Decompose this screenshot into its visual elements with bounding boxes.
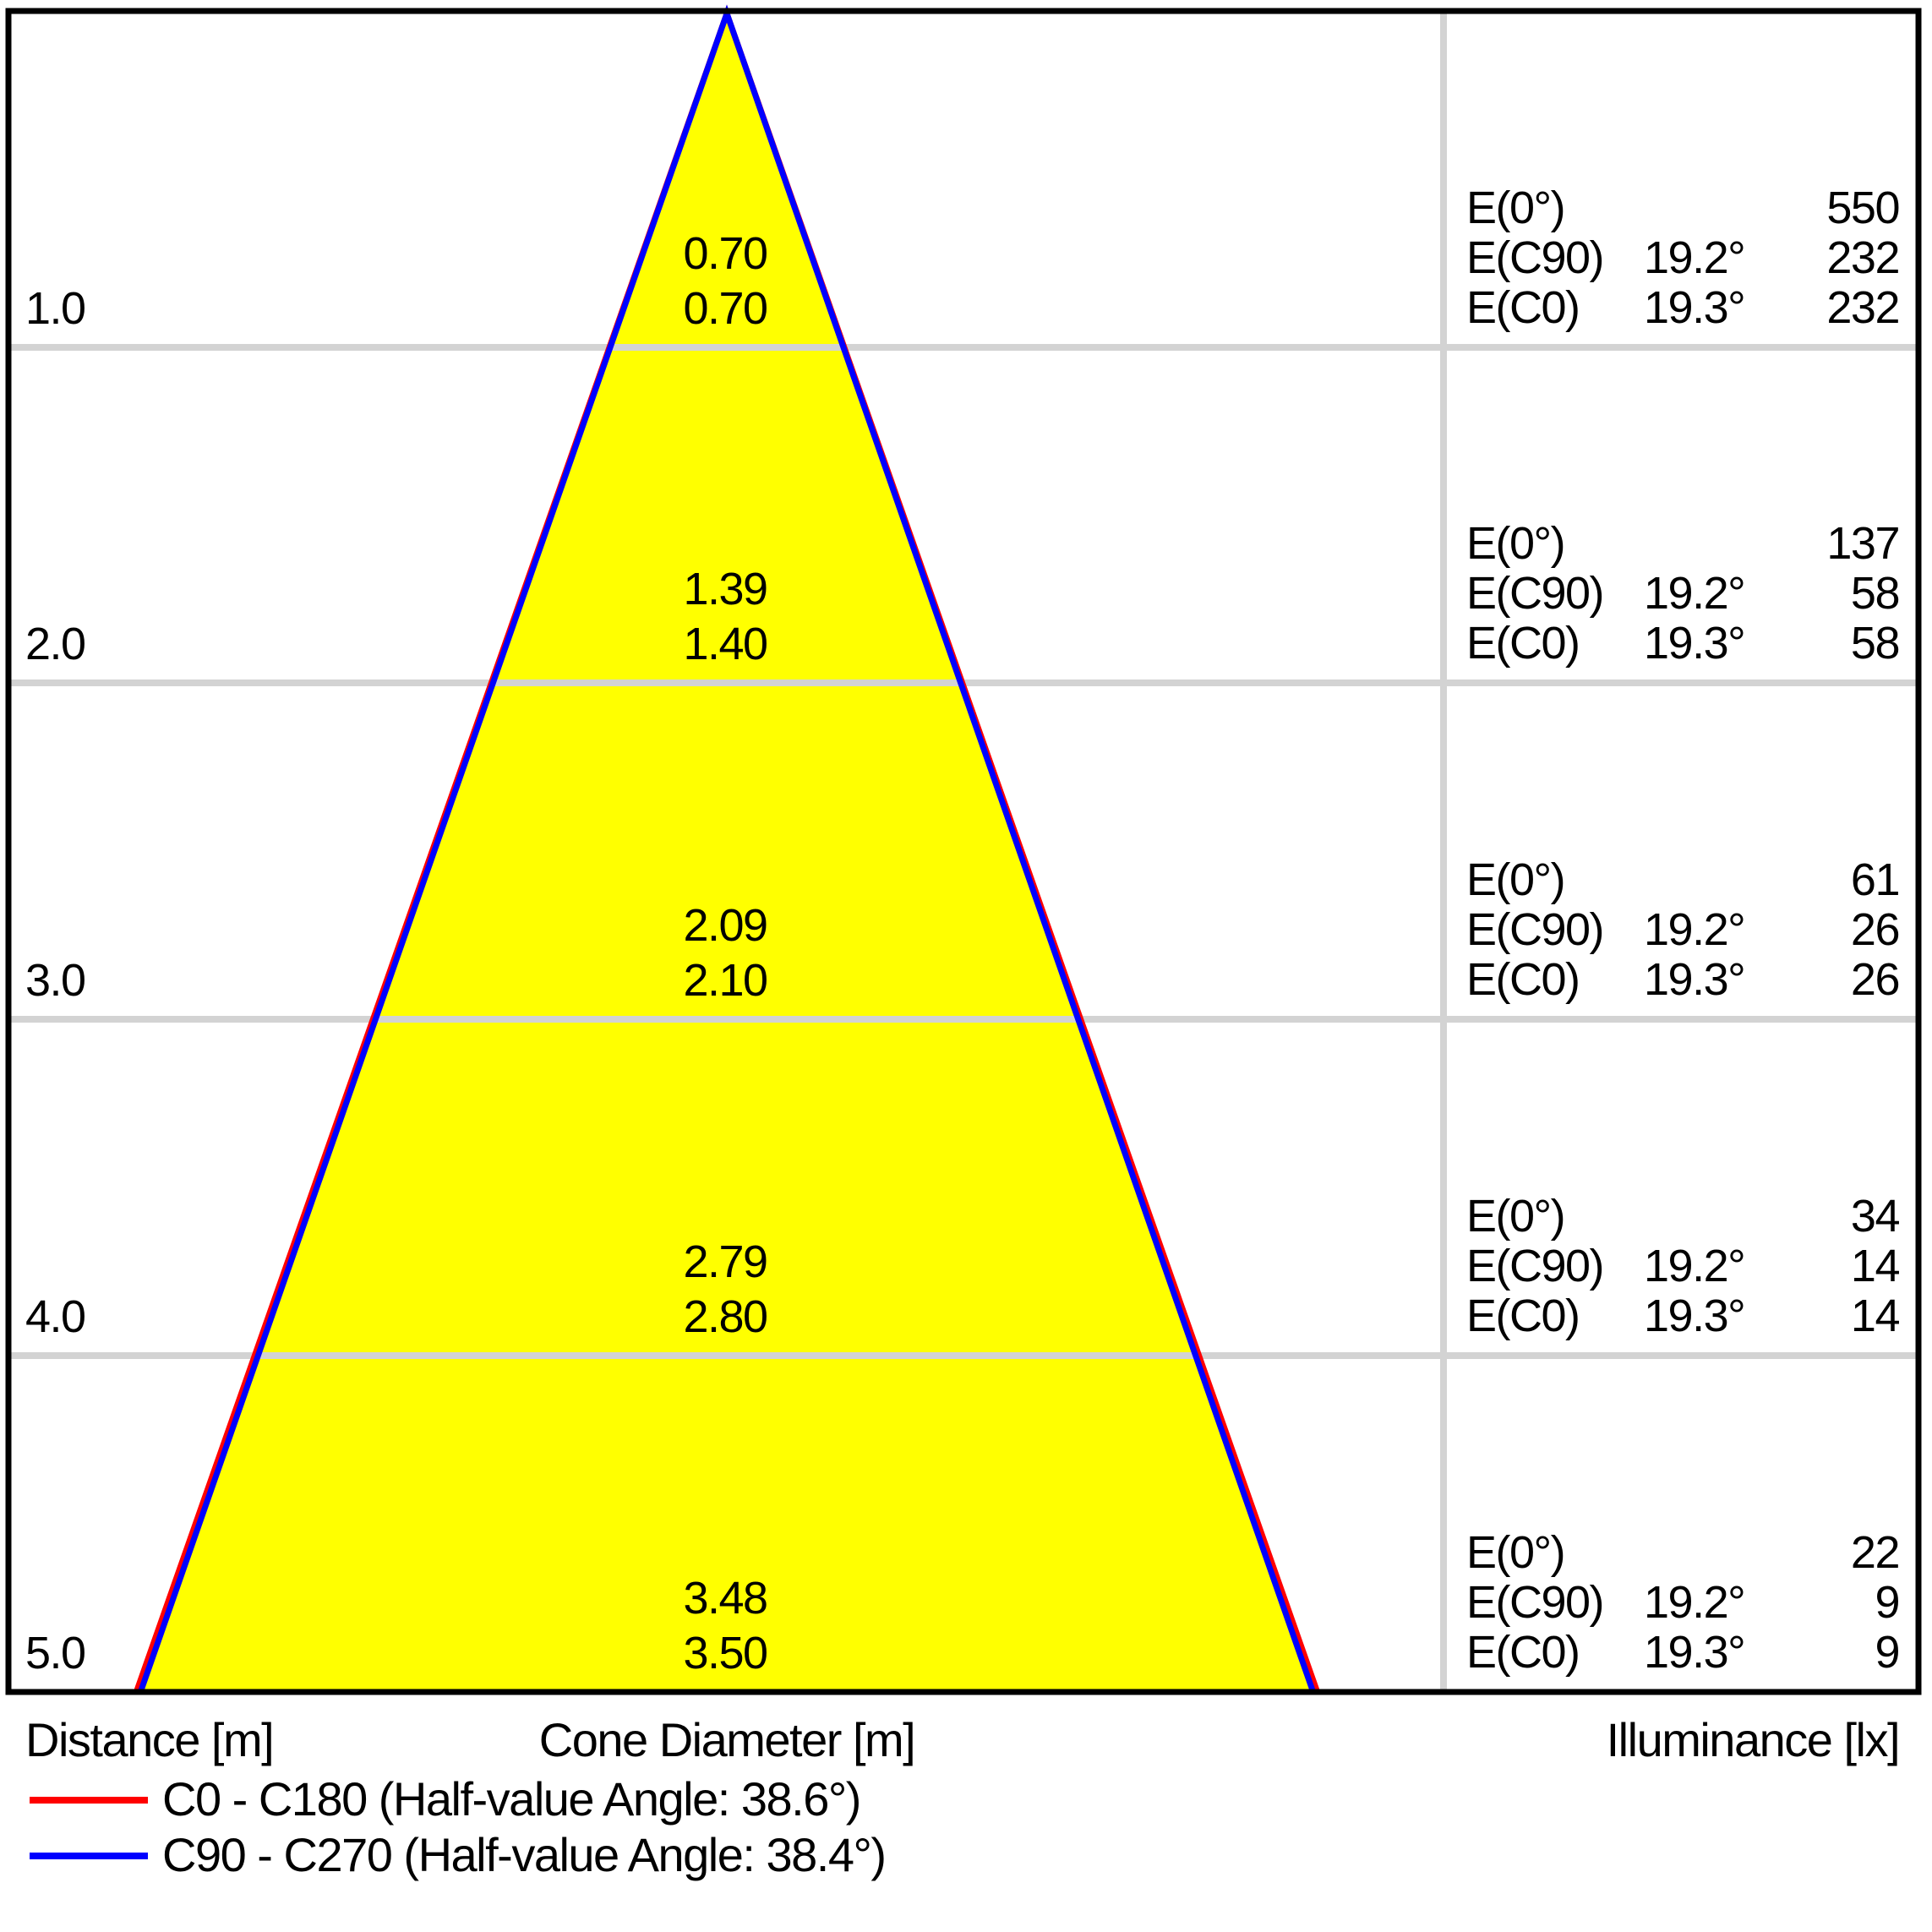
ec0-value: 58	[1851, 618, 1899, 669]
ec0-value: 26	[1851, 954, 1899, 1005]
ec0-label: E(C0)	[1466, 954, 1580, 1005]
ec0-value: 14	[1851, 1291, 1900, 1341]
e0-value: 137	[1826, 518, 1899, 569]
distance-label: 1.0	[25, 283, 85, 334]
cone-diameter-c90-value: 2.09	[683, 900, 767, 951]
ec0-value: 232	[1826, 282, 1899, 333]
ec90-value: 9	[1875, 1577, 1899, 1628]
distance-label: 4.0	[25, 1291, 85, 1342]
e0-value: 34	[1851, 1191, 1900, 1242]
ec0-value: 9	[1875, 1627, 1899, 1678]
ec90-value: 14	[1851, 1241, 1900, 1291]
cone-diameter-c90-value: 0.70	[683, 228, 767, 279]
ec0-label: E(C0)	[1466, 1627, 1580, 1678]
e0-label: E(0°)	[1466, 183, 1564, 233]
ec0-angle: 19.3°	[1644, 954, 1744, 1005]
row-4m: 4.0 2.79 2.80 E(0°) 34 E(C90) 19.2° 14 E…	[25, 1191, 1901, 1342]
e0-value: 550	[1826, 183, 1899, 233]
cone-diameter-c90-value: 1.39	[683, 564, 767, 614]
e0-value: 22	[1851, 1527, 1899, 1578]
e0-value: 61	[1851, 854, 1899, 905]
ec90-angle: 19.2°	[1644, 1241, 1744, 1291]
ec90-angle: 19.2°	[1644, 1577, 1744, 1628]
ec90-value: 232	[1826, 232, 1899, 283]
e0-label: E(0°)	[1466, 518, 1564, 569]
ec0-label: E(C0)	[1466, 618, 1580, 669]
cone-diameter-c90-value: 2.79	[683, 1236, 767, 1287]
row-2m: 2.0 1.39 1.40 E(0°) 137 E(C90) 19.2° 58 …	[25, 518, 1901, 669]
ec90-angle: 19.2°	[1644, 904, 1744, 955]
row-3m: 3.0 2.09 2.10 E(0°) 61 E(C90) 19.2° 26 E…	[25, 854, 1901, 1006]
cone-diameter-axis-label: Cone Diameter [m]	[539, 1713, 914, 1766]
ec90-value: 58	[1851, 568, 1899, 619]
ec90-label: E(C90)	[1466, 1241, 1603, 1291]
distance-label: 3.0	[25, 955, 85, 1006]
legend-label-c90-c270: C90 - C270 (Half-value Angle: 38.4°)	[162, 1828, 886, 1881]
e0-label: E(0°)	[1466, 854, 1564, 905]
cone-diameter-c0-value: 1.40	[683, 619, 767, 669]
ec0-label: E(C0)	[1466, 282, 1580, 333]
ec90-label: E(C90)	[1466, 1577, 1603, 1628]
e0-label: E(0°)	[1466, 1527, 1564, 1578]
chart-border	[5, 8, 1922, 1695]
beam-fill	[137, 14, 1317, 1690]
ec90-label: E(C90)	[1466, 904, 1603, 955]
ec90-value: 26	[1851, 904, 1899, 955]
row-5m: 5.0 3.48 3.50 E(0°) 22 E(C90) 19.2° 9 E(…	[25, 1527, 1901, 1678]
row-1m: 1.0 0.70 0.70 E(0°) 550 E(C90) 19.2° 232…	[25, 183, 1901, 334]
illuminance-axis-label: Illuminance [lx]	[1607, 1713, 1899, 1766]
ec90-label: E(C90)	[1466, 568, 1603, 619]
ec0-angle: 19.3°	[1644, 1627, 1744, 1678]
cone-diameter-c0-value: 2.10	[683, 955, 767, 1006]
cone-diameter-c0-value: 2.80	[683, 1291, 767, 1342]
e0-label: E(0°)	[1466, 1191, 1564, 1242]
ec0-angle: 19.3°	[1644, 618, 1744, 669]
cone-diameter-c0-value: 3.50	[683, 1628, 767, 1678]
distance-label: 2.0	[25, 619, 85, 669]
ec90-angle: 19.2°	[1644, 232, 1744, 283]
ec90-angle: 19.2°	[1644, 568, 1744, 619]
cone-diameter-c0-value: 0.70	[683, 283, 767, 334]
ec90-label: E(C90)	[1466, 232, 1603, 283]
ec0-angle: 19.3°	[1644, 282, 1744, 333]
legend: C0 - C180 (Half-value Angle: 38.6°) C90 …	[30, 1772, 887, 1881]
distance-label: 5.0	[25, 1628, 85, 1678]
ec0-label: E(C0)	[1466, 1291, 1580, 1341]
ec0-angle: 19.3°	[1644, 1291, 1744, 1341]
cone-diameter-c90-value: 3.48	[683, 1573, 767, 1624]
legend-label-c0-c180: C0 - C180 (Half-value Angle: 38.6°)	[162, 1772, 860, 1826]
distance-axis-label: Distance [m]	[25, 1713, 273, 1766]
